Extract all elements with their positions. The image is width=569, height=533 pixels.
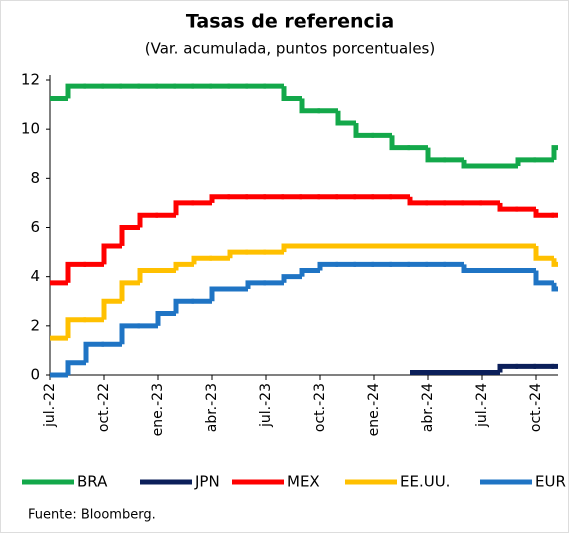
chart-subtitle: (Var. acumulada, puntos porcentuales)	[145, 40, 435, 58]
x-tick-label: jul.-24	[474, 383, 490, 428]
source: Fuente: Bloomberg.	[28, 508, 156, 523]
y-tick-label: 10	[21, 120, 40, 138]
y-tick-label: 0	[30, 366, 40, 384]
y-tick-label: 6	[30, 218, 40, 236]
legend-label: EE.UU.	[400, 473, 450, 491]
legend-label: EUR	[535, 473, 566, 491]
chart-title: Tasas de referencia	[186, 11, 394, 33]
legend-label: MEX	[287, 473, 320, 491]
x-tick-label: abr.-23	[204, 383, 220, 432]
x-tick-label: oct.-22	[96, 383, 112, 432]
x-tick-label: jul.-22	[42, 383, 58, 428]
legend-label: BRA	[77, 473, 108, 491]
legend-label: JPN	[194, 473, 220, 491]
x-tick-label: abr.-24	[420, 383, 436, 432]
x-tick-label: ene.-23	[150, 383, 166, 436]
y-tick-label: 2	[30, 316, 40, 334]
y-tick-label: 4	[30, 267, 40, 285]
y-tick-label: 8	[30, 169, 40, 187]
x-tick-label: ene.-24	[366, 383, 382, 437]
x-tick-label: oct.-24	[528, 383, 544, 432]
x-tick-label: oct.-23	[312, 383, 328, 432]
y-tick-label: 12	[21, 71, 40, 89]
x-tick-label: jul.-23	[258, 383, 274, 428]
